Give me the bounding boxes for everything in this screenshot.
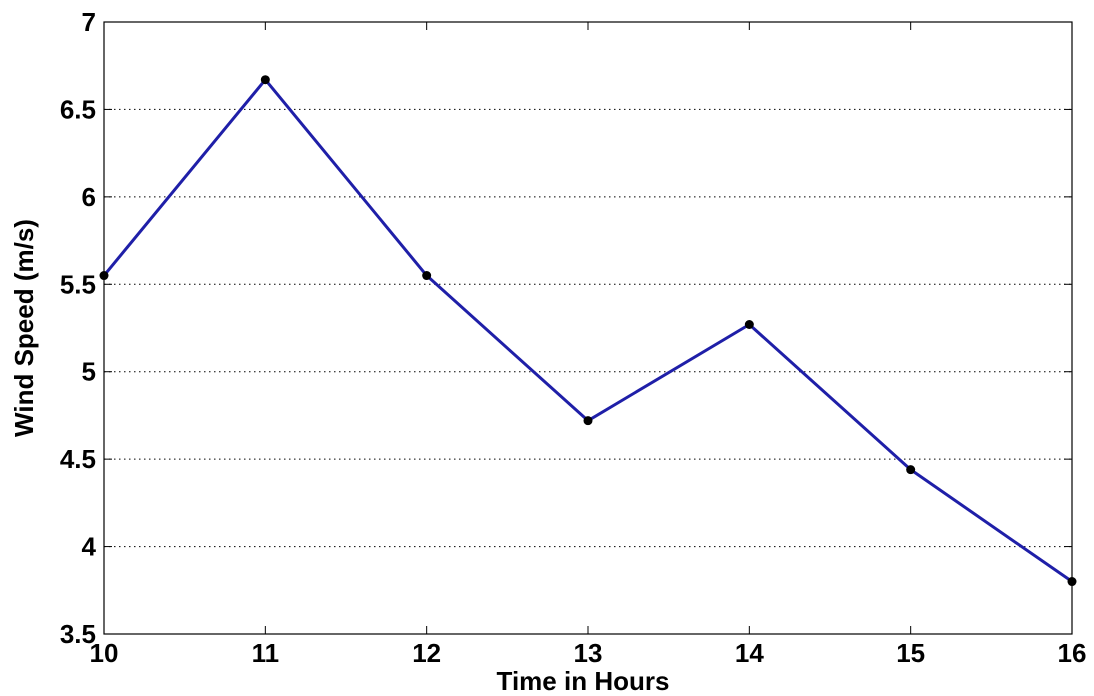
x-tick-label: 15 xyxy=(896,638,925,668)
y-tick-label: 5.5 xyxy=(60,269,96,299)
tick-marks xyxy=(103,21,1073,635)
x-tick-labels: 10 11 12 13 14 15 16 xyxy=(90,638,1087,668)
y-tick-label: 6.5 xyxy=(60,94,96,124)
y-axis-label: Wind Speed (m/s) xyxy=(9,219,39,437)
gridlines xyxy=(104,108,1072,548)
data-point xyxy=(260,75,270,85)
data-point xyxy=(422,271,432,281)
data-point xyxy=(583,416,593,426)
data-point xyxy=(906,465,916,475)
data-point xyxy=(744,320,754,330)
y-tick-label: 6 xyxy=(82,182,96,212)
series-layer xyxy=(99,75,1077,587)
y-tick-label: 5 xyxy=(82,357,96,387)
y-tick-label: 4.5 xyxy=(60,444,96,474)
x-axis-label: Time in Hours xyxy=(497,666,670,696)
data-point xyxy=(99,271,109,281)
x-tick-label: 16 xyxy=(1058,638,1087,668)
x-tick-label: 10 xyxy=(90,638,119,668)
y-tick-label: 3.5 xyxy=(60,619,96,649)
data-point xyxy=(1067,577,1077,587)
x-tick-label: 13 xyxy=(574,638,603,668)
x-tick-label: 14 xyxy=(735,638,764,668)
x-tick-label: 12 xyxy=(412,638,441,668)
series-line xyxy=(102,78,1073,583)
y-tick-labels: 3.5 4 4.5 5 5.5 6 6.5 7 xyxy=(60,7,97,649)
plot-area xyxy=(103,21,1073,635)
x-tick-label: 11 xyxy=(252,638,280,668)
y-tick-label: 7 xyxy=(82,7,96,37)
y-tick-label: 4 xyxy=(82,532,97,562)
